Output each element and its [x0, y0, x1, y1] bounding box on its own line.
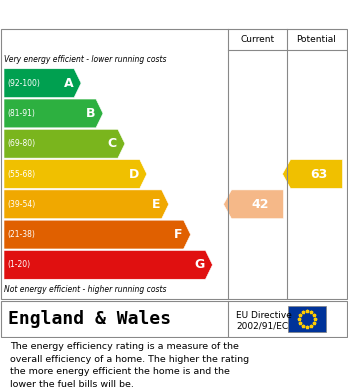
Bar: [288, 306, 326, 332]
Polygon shape: [283, 160, 342, 188]
Text: 2002/91/EC: 2002/91/EC: [236, 321, 288, 330]
Text: E: E: [152, 198, 161, 211]
Polygon shape: [4, 220, 191, 249]
Text: (21-38): (21-38): [7, 230, 35, 239]
Text: F: F: [174, 228, 183, 241]
Text: B: B: [86, 107, 95, 120]
Text: (39-54): (39-54): [7, 200, 35, 209]
Text: (92-100): (92-100): [7, 79, 40, 88]
Text: (55-68): (55-68): [7, 170, 35, 179]
Text: Energy Efficiency Rating: Energy Efficiency Rating: [10, 7, 220, 22]
Text: A: A: [63, 77, 73, 90]
Text: 42: 42: [251, 198, 269, 211]
Polygon shape: [4, 129, 125, 158]
Text: England & Wales: England & Wales: [8, 310, 171, 328]
Text: Potential: Potential: [296, 34, 337, 43]
Text: The energy efficiency rating is a measure of the
overall efficiency of a home. T: The energy efficiency rating is a measur…: [10, 342, 250, 389]
Polygon shape: [4, 251, 213, 279]
Polygon shape: [223, 190, 284, 219]
Polygon shape: [4, 160, 147, 188]
Text: 63: 63: [310, 167, 328, 181]
Text: Current: Current: [240, 34, 275, 43]
Text: Very energy efficient - lower running costs: Very energy efficient - lower running co…: [4, 54, 166, 63]
Text: (69-80): (69-80): [7, 139, 35, 148]
Text: EU Directive: EU Directive: [236, 312, 292, 321]
Text: Not energy efficient - higher running costs: Not energy efficient - higher running co…: [4, 285, 166, 294]
Text: (1-20): (1-20): [7, 260, 30, 269]
Text: D: D: [128, 167, 139, 181]
Polygon shape: [4, 69, 81, 97]
Text: G: G: [194, 258, 205, 271]
Text: C: C: [108, 137, 117, 150]
Polygon shape: [4, 99, 103, 128]
Polygon shape: [4, 190, 169, 219]
Text: (81-91): (81-91): [7, 109, 35, 118]
